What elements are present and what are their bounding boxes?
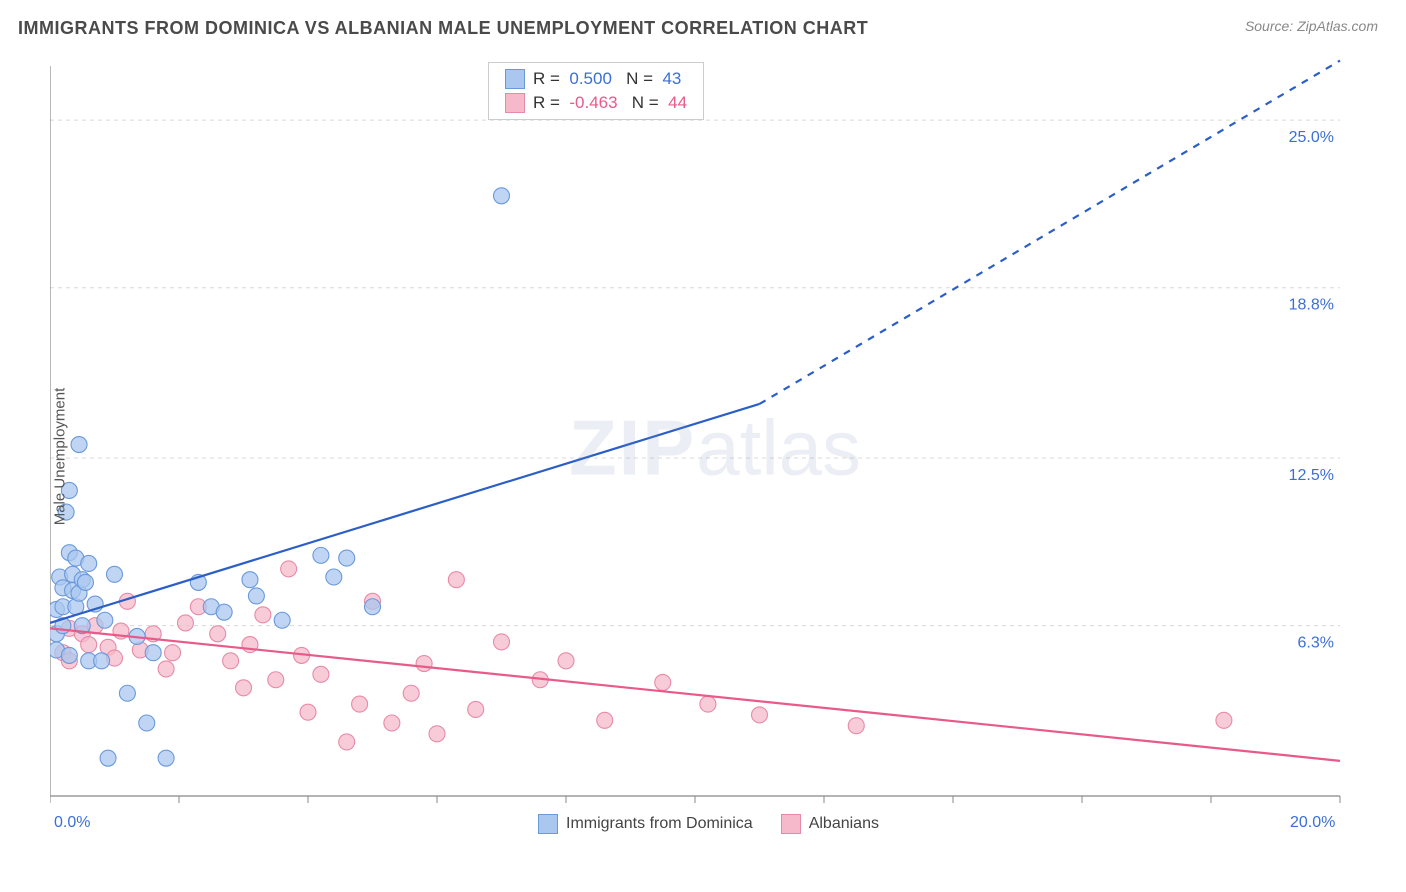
scatter-point-albanians <box>403 685 419 701</box>
scatter-point-dominica <box>100 750 116 766</box>
legend-swatch-albanians <box>505 93 525 113</box>
scatter-point-albanians <box>468 701 484 717</box>
legend-row-albanians: R = -0.463 N = 44 <box>489 91 703 115</box>
series-label-albanians: Albanians <box>809 815 879 833</box>
series-legend-item-albanians: Albanians <box>781 814 879 834</box>
scatter-point-albanians <box>848 718 864 734</box>
legend-swatch-dominica <box>505 69 525 89</box>
scatter-point-albanians <box>210 626 226 642</box>
scatter-point-albanians <box>236 680 252 696</box>
series-label-dominica: Immigrants from Dominica <box>566 815 753 833</box>
scatter-point-dominica <box>242 572 258 588</box>
scatter-point-albanians <box>339 734 355 750</box>
trend-line-dominica <box>50 404 760 623</box>
y-tick-label: 18.8% <box>1289 297 1334 314</box>
x-axis-min-label: 0.0% <box>54 814 90 832</box>
scatter-point-albanians <box>268 672 284 688</box>
scatter-point-dominica <box>81 555 97 571</box>
source-prefix: Source: <box>1245 18 1297 34</box>
scatter-point-albanians <box>281 561 297 577</box>
scatter-point-dominica <box>216 604 232 620</box>
scatter-point-dominica <box>326 569 342 585</box>
x-axis-max-label: 20.0% <box>1290 814 1335 832</box>
scatter-point-albanians <box>158 661 174 677</box>
chart-area: Male Unemployment 6.3%12.5%18.8%25.0% ZI… <box>50 58 1380 838</box>
scatter-point-dominica <box>145 645 161 661</box>
y-tick-label: 25.0% <box>1289 129 1334 146</box>
scatter-point-dominica <box>139 715 155 731</box>
scatter-point-albanians <box>223 653 239 669</box>
scatter-point-dominica <box>97 612 113 628</box>
chart-title: IMMIGRANTS FROM DOMINICA VS ALBANIAN MAL… <box>18 18 868 39</box>
scatter-point-dominica <box>248 588 264 604</box>
scatter-point-albanians <box>255 607 271 623</box>
scatter-point-albanians <box>494 634 510 650</box>
scatter-point-albanians <box>558 653 574 669</box>
scatter-point-dominica <box>119 685 135 701</box>
scatter-point-dominica <box>274 612 290 628</box>
y-tick-label: 12.5% <box>1289 467 1334 484</box>
scatter-point-albanians <box>313 666 329 682</box>
scatter-point-albanians <box>384 715 400 731</box>
scatter-point-dominica <box>365 599 381 615</box>
scatter-point-albanians <box>448 572 464 588</box>
scatter-point-albanians <box>700 696 716 712</box>
scatter-point-albanians <box>352 696 368 712</box>
header: IMMIGRANTS FROM DOMINICA VS ALBANIAN MAL… <box>0 0 1406 47</box>
scatter-point-dominica <box>107 566 123 582</box>
scatter-point-albanians <box>752 707 768 723</box>
scatter-point-albanians <box>177 615 193 631</box>
scatter-point-dominica <box>313 547 329 563</box>
scatter-point-albanians <box>165 645 181 661</box>
y-axis-label: Male Unemployment <box>52 388 69 526</box>
scatter-point-dominica <box>158 750 174 766</box>
scatter-point-albanians <box>81 637 97 653</box>
correlation-legend: R = 0.500 N = 43 R = -0.463 N = 44 <box>488 62 704 120</box>
scatter-point-albanians <box>655 674 671 690</box>
trend-line-dash-dominica <box>760 61 1341 404</box>
legend-row-dominica: R = 0.500 N = 43 <box>489 67 703 91</box>
scatter-point-albanians <box>429 726 445 742</box>
series-swatch-dominica <box>538 814 558 834</box>
series-legend: Immigrants from Dominica Albanians <box>538 814 879 834</box>
scatter-point-dominica <box>94 653 110 669</box>
scatter-plot-svg: 6.3% 12.5% 18.8% 25.0% <box>50 58 1380 838</box>
source-attribution: Source: ZipAtlas.com <box>1245 18 1378 34</box>
scatter-point-dominica <box>77 574 93 590</box>
series-legend-item-dominica: Immigrants from Dominica <box>538 814 753 834</box>
scatter-point-dominica <box>71 437 87 453</box>
scatter-point-albanians <box>416 656 432 672</box>
scatter-point-albanians <box>1216 712 1232 728</box>
source-name: ZipAtlas.com <box>1297 18 1378 34</box>
series-swatch-albanians <box>781 814 801 834</box>
scatter-point-dominica <box>339 550 355 566</box>
y-tick-label: 6.3% <box>1298 635 1334 652</box>
legend-stats-dominica: R = 0.500 N = 43 <box>533 69 681 89</box>
scatter-point-dominica <box>494 188 510 204</box>
scatter-point-dominica <box>61 647 77 663</box>
scatter-point-albanians <box>300 704 316 720</box>
legend-stats-albanians: R = -0.463 N = 44 <box>533 93 687 113</box>
scatter-point-albanians <box>597 712 613 728</box>
